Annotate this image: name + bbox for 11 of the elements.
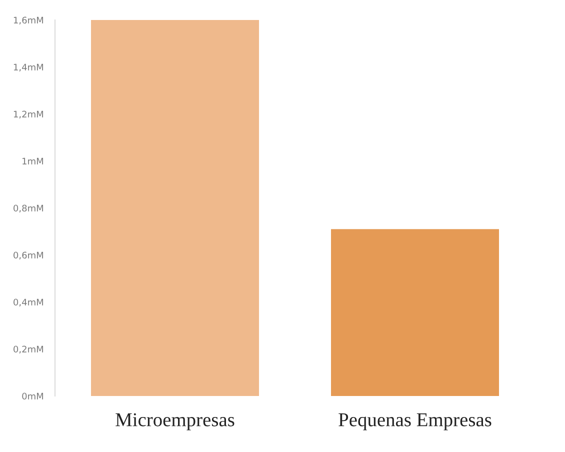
y-tick-label: 0mM <box>22 392 44 400</box>
y-tick-label: 0,2mM <box>14 346 44 354</box>
y-tick-label: 1mM <box>22 158 44 164</box>
x-tick-label: Microempresas <box>116 413 234 430</box>
x-tick-label: Pequenas Empresas <box>338 413 492 430</box>
y-tick-label: 1,4mM <box>14 64 44 72</box>
y-tick-label: 1,6mM <box>14 16 44 24</box>
y-tick-label: 0,4mM <box>14 298 44 306</box>
y-tick-label: 0,6mM <box>14 252 44 260</box>
y-tick-label: 1,2mM <box>14 110 44 118</box>
y-tick-label: 0,8mM <box>14 204 44 212</box>
